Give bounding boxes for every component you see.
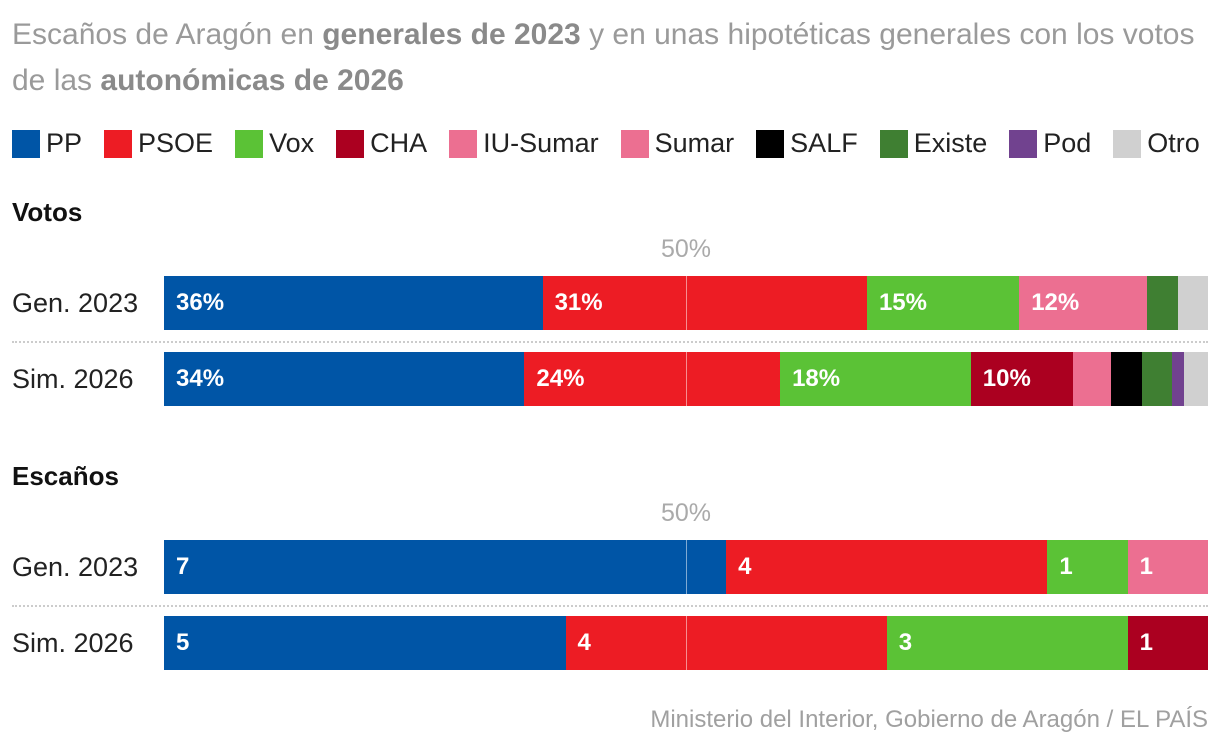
bar-segment-pp: 34% [164,352,525,406]
bar-segment-psoe: 24% [524,352,781,406]
legend-item: Sumar [620,128,735,159]
fifty-percent-line [686,352,687,406]
legend-label: Pod [1043,128,1092,158]
legend-label: Existe [913,128,988,158]
bar-segment-vox: 15% [866,276,1020,330]
legend-label: Sumar [654,128,735,158]
bar-segment-pod [1171,352,1184,406]
legend-item: Pod [1009,128,1091,159]
bar-segment-salf [1111,352,1142,406]
title-text: Escaños de Aragón en [12,18,323,51]
row-separator [12,605,1208,607]
fifty-percent-label: 50% [660,499,712,527]
legend-item: PSOE [104,128,213,159]
legend-label: SALF [790,128,858,158]
legend: PP PSOE Vox CHA IU-Sumar Sumar SALF Existe Pod Ot… [12,128,1200,159]
legend-label: Vox [269,128,315,158]
bar-segment-vox: 18% [780,352,971,406]
legend-swatch [104,129,133,158]
legend-item: Existe [879,128,988,159]
title-bold-1: generales de 2023 [322,18,581,51]
chart-title: Escaños de Aragón en generales de 2023 y… [12,12,1212,104]
bar-segment-vox: 1 [1047,540,1128,594]
bar-segment-psoe: 31% [542,276,867,330]
source: Ministerio del Interior, Gobierno de Ara… [650,706,1208,733]
bar-segment-existe [1147,276,1178,330]
bar-segment-existe [1141,352,1172,406]
fifty-percent-line [686,616,687,670]
legend-label: PSOE [138,128,214,158]
legend-swatch [756,129,785,158]
bar-segment-iu-sumar [1073,352,1112,406]
bar-segment-cha: 1 [1127,616,1208,670]
legend-swatch [12,129,40,158]
legend-item: SALF [756,128,858,159]
fifty-percent-line [686,540,687,594]
title-bold-2: autonómicas de 2026 [100,64,404,97]
row-label: Sim. 2026 [12,364,134,394]
stacked-bar: 36% 31% 15% 12% [164,276,1208,330]
legend-label: IU-Sumar [483,128,599,158]
legend-swatch [879,129,908,158]
bar-segment-psoe: 4 [565,616,887,670]
row-label: Gen. 2023 [12,288,139,318]
bar-segment-otro [1177,276,1208,330]
bar-segment-sumar: 1 [1127,540,1208,594]
legend-label: PP [46,128,83,158]
bar-segment-pp: 7 [164,540,727,594]
legend-swatch [620,129,649,158]
row-label: Gen. 2023 [12,552,139,582]
bar-segment-pp: 5 [164,616,566,670]
legend-swatch [1009,129,1038,158]
bar-segment-psoe: 4 [726,540,1048,594]
fifty-percent-line [686,276,687,330]
section-title: Escaños [12,461,119,491]
row-separator [12,341,1208,343]
legend-item: Vox [235,128,314,159]
bar-segment-vox: 3 [886,616,1128,670]
legend-swatch [449,129,478,158]
bar-segment-cha: 10% [970,352,1074,406]
legend-item: IU-Sumar [449,128,599,159]
bar-segment-pp: 36% [164,276,543,330]
stacked-bar: 34% 24% 18% 10% [164,352,1208,406]
section-title: Votos [12,197,83,227]
legend-label: Otro [1147,128,1200,158]
legend-swatch [235,129,264,158]
bar-segment-sumar: 12% [1019,276,1148,330]
fifty-percent-label: 50% [660,235,712,263]
legend-label: CHA [370,128,428,158]
legend-swatch [336,129,365,158]
row-label: Sim. 2026 [12,628,134,658]
legend-swatch [1113,129,1142,158]
legend-item: Otro [1113,128,1200,159]
legend-item: CHA [336,128,427,159]
bar-segment-otro [1183,352,1208,406]
title-text-2: y en unas hipotéticas generales con los … [12,18,1195,97]
legend-item: PP [12,128,82,159]
